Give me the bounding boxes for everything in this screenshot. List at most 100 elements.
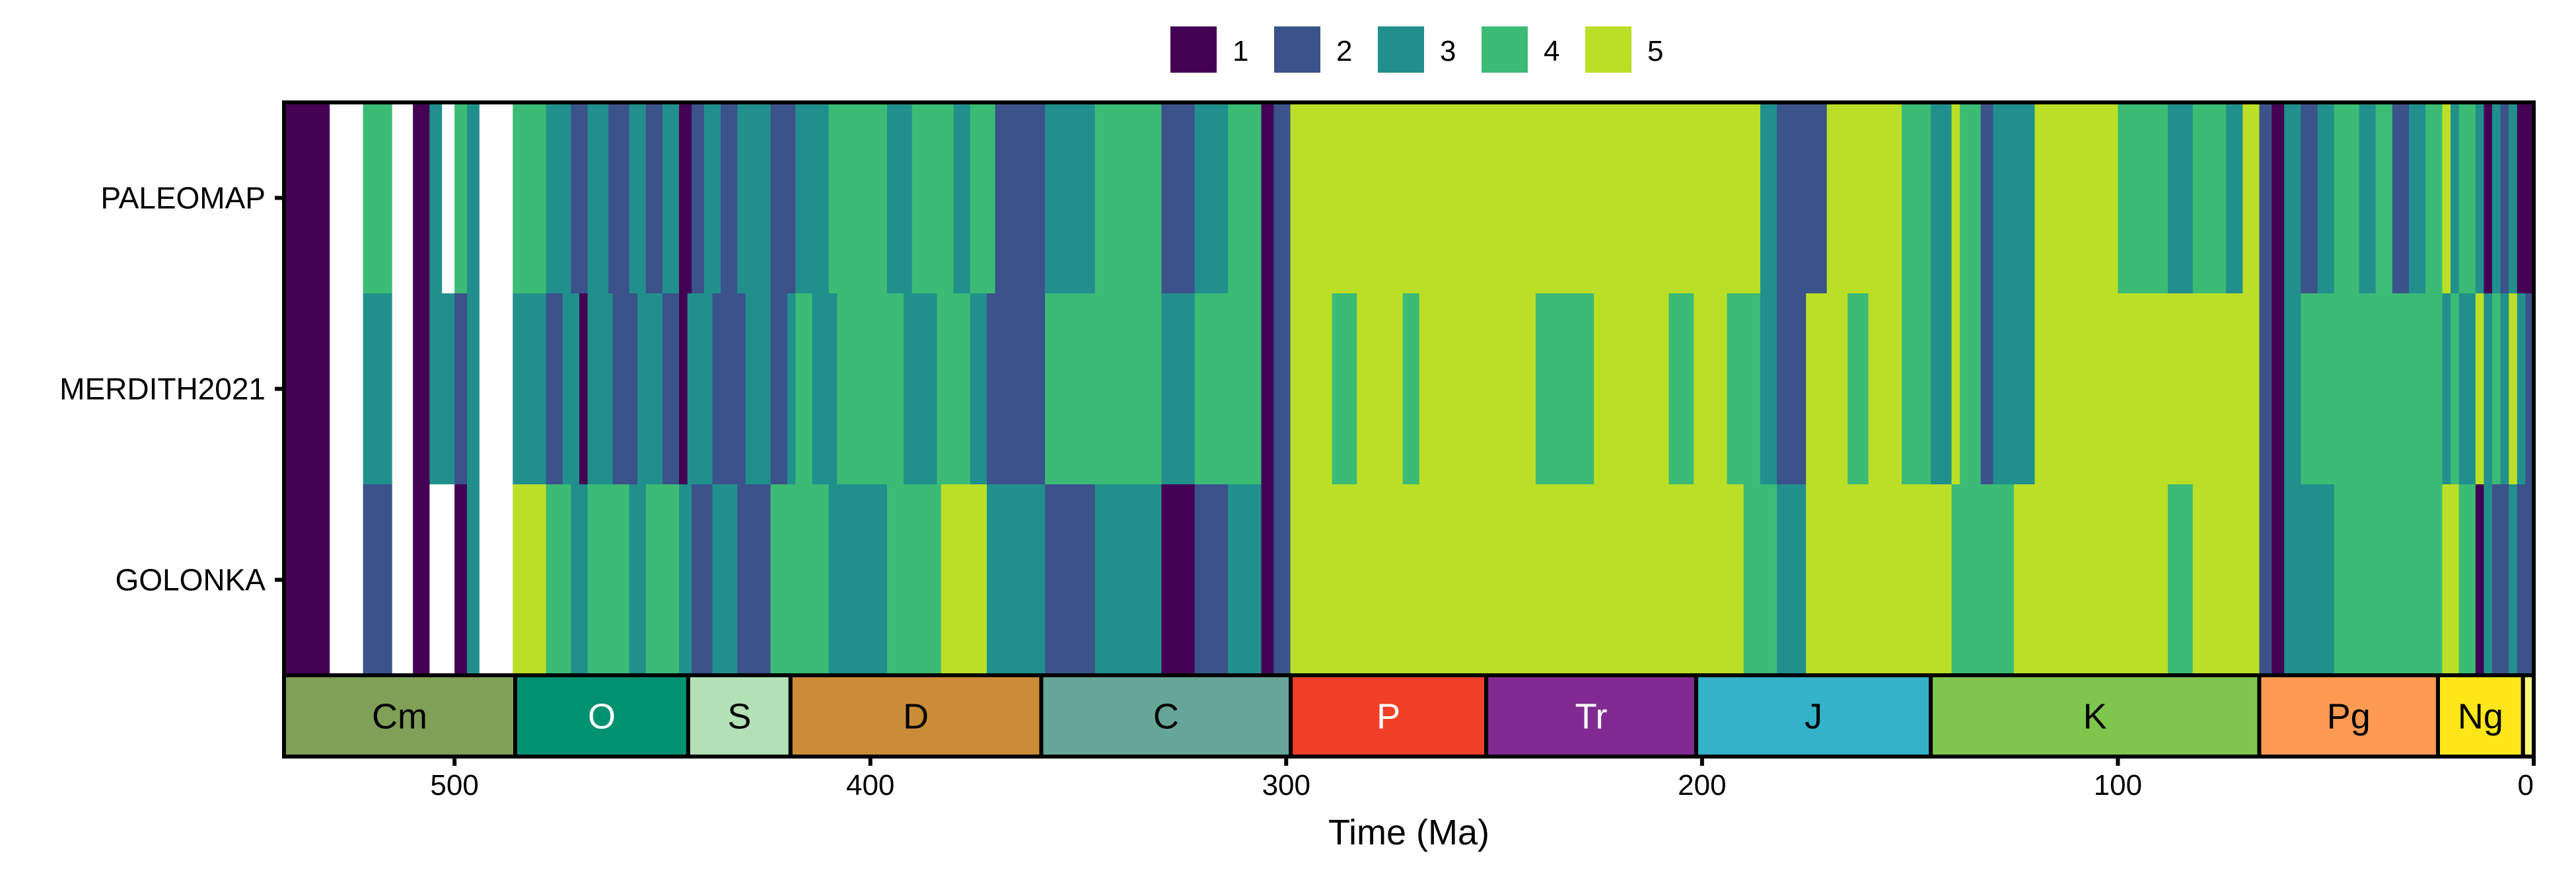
heatmap-cell-merdith2021-37 [1290, 293, 1333, 485]
heatmap-cell-paleomap-71 [2500, 102, 2509, 294]
heatmap-cell-golonka-35 [1868, 484, 1952, 676]
heatmap-cell-merdith2021-71 [2442, 293, 2451, 485]
heatmap-cell-merdith2021-0 [284, 293, 330, 485]
heatmap-cell-golonka-0 [284, 484, 330, 676]
heatmap-cell-golonka-18 [737, 484, 771, 676]
heatmap-cell-paleomap-65 [2442, 102, 2451, 294]
heatmap-cell-paleomap-16 [645, 102, 663, 294]
heatmap-cell-paleomap-56 [2284, 102, 2302, 294]
legend-label-2: 2 [1336, 35, 1352, 67]
x-tick-label-200: 200 [1678, 769, 1726, 801]
heatmap-cell-merdith2021-53 [1931, 293, 1952, 485]
heatmap-cell-merdith2021-68 [2326, 293, 2368, 485]
heatmap-cell-paleomap-72 [2509, 102, 2518, 294]
heatmap-cell-golonka-5 [429, 484, 455, 676]
heatmap-cell-paleomap-27 [912, 102, 954, 294]
row-labels: PALEOMAP MERDITH2021 GOLONKA [59, 181, 284, 597]
heatmap-cell-paleomap-51 [2192, 102, 2227, 294]
heatmap-cell-golonka-49 [2442, 484, 2460, 676]
heatmap-cell-paleomap-21 [721, 102, 738, 294]
heatmap-cell-golonka-24 [1045, 484, 1096, 676]
heatmap-cell-merdith2021-51 [1868, 293, 1902, 485]
heatmap-cell-golonka-54 [2509, 484, 2518, 676]
heatmap-cell-merdith2021-72 [2451, 293, 2460, 485]
heatmap-cell-paleomap-2 [363, 102, 393, 294]
heatmap-cell-merdith2021-40 [1402, 293, 1420, 485]
heatmap-cell-paleomap-40 [1777, 102, 1828, 294]
heatmap-cell-merdith2021-9 [513, 293, 547, 485]
period-box-ng [2436, 673, 2525, 759]
heatmap-cell-golonka-32 [1743, 484, 1777, 676]
heatmap-cell-paleomap-55 [2272, 102, 2285, 294]
period-label-pg: Pg [2327, 697, 2371, 737]
heatmap-cell-paleomap-28 [953, 102, 971, 294]
heatmap-cell-merdith2021-22 [787, 293, 796, 485]
heatmap-cell-golonka-14 [645, 484, 680, 676]
heatmap-cell-paleomap-66 [2451, 102, 2460, 294]
heatmap-cell-merdith2021-44 [1668, 293, 1694, 485]
heatmap-cell-merdith2021-76 [2492, 293, 2501, 485]
heatmap-cell-golonka-33 [1777, 484, 1807, 676]
heatmap-cell-golonka-46 [2334, 484, 2368, 676]
heatmap-cell-golonka-19 [770, 484, 830, 676]
heatmap-cell-paleomap-68 [2475, 102, 2485, 294]
heatmap-cell-golonka-47 [2367, 484, 2410, 676]
heatmap-cell-merdith2021-23 [795, 293, 813, 485]
heatmap-cell-paleomap-42 [1902, 102, 1931, 294]
heatmap-cell-merdith2021-79 [2517, 293, 2526, 485]
heatmap-cell-merdith2021-41 [1419, 293, 1536, 485]
legend-swatch-3 [1378, 26, 1424, 73]
heatmap-cell-merdith2021-54 [1951, 293, 1960, 485]
period-box-tr [1484, 673, 1699, 759]
heatmap-cell-merdith2021-19 [712, 293, 746, 485]
heatmap-cell-golonka-10 [546, 484, 571, 676]
heatmap-cell-golonka-2 [363, 484, 393, 676]
period-label-ng: Ng [2458, 697, 2503, 737]
heatmap-cell-paleomap-34 [1194, 102, 1229, 294]
heatmap-cell-paleomap-63 [2409, 102, 2426, 294]
row-label-paleomap: PALEOMAP [100, 181, 266, 215]
heatmap-cell-golonka-50 [2458, 484, 2476, 676]
heatmap-cell-merdith2021-46 [1727, 293, 1761, 485]
heatmap-cell-merdith2021-78 [2509, 293, 2518, 485]
heatmap-cell-merdith2021-8 [479, 293, 513, 485]
heatmap-cell-merdith2021-69 [2367, 293, 2410, 485]
heatmap-cell-golonka-53 [2492, 484, 2509, 676]
heatmap-cell-merdith2021-74 [2475, 293, 2485, 485]
heatmap-cell-merdith2021-56 [1980, 293, 1994, 485]
heatmap-cell-paleomap-17 [662, 102, 680, 294]
heatmap-cell-paleomap-12 [571, 102, 589, 294]
heatmap-cell-merdith2021-29 [986, 293, 1046, 485]
x-axis-title: Time (Ma) [1328, 813, 1489, 852]
heatmap-cell-merdith2021-33 [1194, 293, 1229, 485]
heatmap-cell-paleomap-45 [1960, 102, 1982, 294]
heatmap-cell-paleomap-26 [886, 102, 913, 294]
row-label-merdith2021: MERDITH2021 [59, 372, 266, 406]
heatmap-cell-golonka-34 [1806, 484, 1869, 676]
period-label-j: J [1805, 697, 1822, 737]
heatmap-cell-golonka-21 [886, 484, 942, 676]
heatmap-cell-paleomap-9 [479, 102, 513, 294]
heatmap-cell-golonka-52 [2484, 484, 2493, 676]
heatmap-cell-merdith2021-58 [2034, 293, 2085, 485]
heatmap-cell-merdith2021-62 [2201, 293, 2235, 485]
heatmap-cell-merdith2021-6 [454, 293, 468, 485]
heatmap-cell-paleomap-13 [587, 102, 609, 294]
heatmap-cell-paleomap-57 [2301, 102, 2318, 294]
heatmap-cell-golonka-17 [712, 484, 738, 676]
period-label-d: D [903, 697, 929, 737]
period-label-k: K [2083, 697, 2107, 737]
heatmap-cell-paleomap-69 [2484, 102, 2493, 294]
heatmap-cell-golonka-15 [679, 484, 692, 676]
heatmap-cell-golonka-42 [2259, 484, 2272, 676]
legend-label-4: 4 [1544, 35, 1559, 67]
heatmap-cell-golonka-36 [1951, 484, 2015, 676]
x-tick-label-0: 0 [2518, 769, 2534, 801]
x-tick-label-500: 500 [430, 769, 478, 801]
heatmap-cell-paleomap-1 [330, 102, 364, 294]
period-label-cm: Cm [372, 697, 427, 737]
heatmap-cell-paleomap-43 [1931, 102, 1952, 294]
legend-label-1: 1 [1233, 35, 1248, 67]
heatmap-cell-golonka-55 [2517, 484, 2534, 676]
